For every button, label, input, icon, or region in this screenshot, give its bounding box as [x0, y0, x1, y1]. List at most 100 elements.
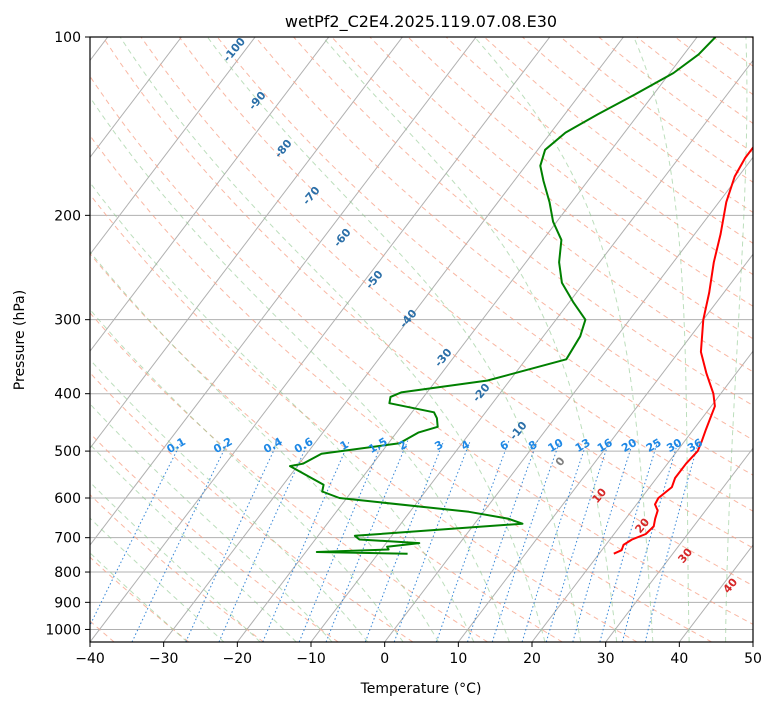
isotherm-line [90, 37, 477, 546]
chart-title: wetPf2_C2E4.2025.119.07.08.E30 [285, 12, 557, 32]
adiabat-label: 40 [720, 575, 740, 595]
adiabat-label: -100 [220, 35, 248, 65]
series-layer [289, 37, 753, 555]
mixing-ratio-line [644, 440, 700, 642]
dry-adiabat-line [560, 37, 753, 183]
adiabat-label: 0 [553, 454, 568, 468]
mixing-ratio-label: 16 [595, 436, 615, 455]
y-tick-label: 400 [54, 387, 81, 403]
moist-adiabat-line [90, 481, 261, 642]
mixing-ratio-line [435, 440, 510, 642]
mixing-ratio-line [599, 440, 659, 642]
y-tick-label: 700 [54, 531, 81, 547]
x-tick-label: −20 [223, 651, 253, 667]
mixing-ratio-line [262, 440, 350, 642]
adiabat-label: -60 [331, 226, 354, 250]
moist-adiabat-line [119, 37, 546, 642]
moist-adiabat-line [322, 37, 618, 642]
mixing-ratio-label: 30 [664, 436, 684, 455]
dry-adiabat-line [90, 432, 339, 642]
dry-adiabat-line [522, 37, 753, 214]
adiabat-label: -70 [300, 184, 323, 208]
x-tick-label: 20 [523, 651, 541, 667]
isotherm-line [163, 37, 624, 642]
isotherm-line [384, 156, 753, 642]
isotherm-line [90, 37, 182, 159]
background-lines [90, 37, 753, 642]
x-axis-label: Temperature (°C) [360, 681, 482, 697]
adiabat-label: 20 [632, 515, 652, 535]
dry-adiabat-line [90, 252, 563, 642]
mixing-ratio-label: 1.5 [366, 435, 389, 456]
dry-adiabat-line [90, 372, 414, 642]
mixing-ratio-label: 0.2 [211, 435, 234, 456]
dry-adiabat-line [90, 494, 264, 642]
isotherm-line [531, 350, 753, 642]
dry-adiabat-line [178, 37, 753, 512]
dry-adiabat-line [140, 37, 753, 549]
mixing-ratio-label: 25 [644, 436, 664, 455]
mixing-ratio-line [298, 440, 384, 642]
mixing-ratio-line [545, 440, 610, 642]
y-tick-label: 1000 [45, 622, 81, 638]
dewpoint-profile-line [289, 37, 717, 555]
y-tick-label: 800 [54, 565, 81, 581]
adiabat-label: 10 [589, 485, 609, 505]
dry-adiabat-line [750, 37, 753, 39]
y-axis-label: Pressure (hPa) [12, 290, 28, 390]
x-axis-ticks: −40 −30 −20 −10 0 10 20 30 40 50 [75, 642, 762, 667]
dry-adiabat-line [712, 37, 753, 67]
x-tick-label: −10 [296, 651, 326, 667]
dry-adiabat-line [636, 37, 753, 125]
moist-adiabat-line [90, 250, 439, 642]
adiabat-label: -50 [363, 268, 386, 292]
moist-adiabat-line [725, 37, 748, 642]
isotherm-line [90, 37, 256, 256]
dry-adiabat-line [90, 312, 488, 642]
moist-adiabat-line [90, 308, 404, 642]
y-tick-label: 200 [54, 208, 81, 224]
adiabat-label: -20 [470, 381, 493, 405]
dry-adiabat-line [90, 556, 190, 642]
temperature-profile-line [613, 145, 753, 555]
mixing-ratio-line [467, 440, 538, 642]
y-tick-label: 600 [54, 491, 81, 507]
adiabat-label: -40 [397, 307, 420, 331]
isotherm-line [90, 37, 403, 449]
mixing-ratio-label: 0.4 [261, 435, 285, 456]
moist-adiabat-line [90, 181, 475, 642]
isotherm-line [90, 37, 551, 642]
dry-adiabat-line [255, 37, 753, 441]
moist-adiabat-line [90, 403, 333, 642]
mixing-ratio-label: 0.6 [292, 435, 316, 456]
adiabat-label: -80 [272, 137, 295, 161]
mixing-ratio-line [521, 440, 588, 642]
moist-adiabat-line [206, 37, 582, 642]
y-tick-label: 300 [54, 313, 81, 329]
dry-adiabat-line [90, 193, 638, 642]
moist-adiabat-line [474, 37, 654, 642]
y-axis-ticks: 100 200 300 400 500 600 700 800 900 1000 [45, 30, 90, 638]
mixing-ratio-line [218, 440, 310, 642]
dry-adiabat-line [90, 75, 753, 625]
adiabat-label: 30 [675, 545, 695, 565]
moist-adiabat-line [90, 358, 369, 642]
mixing-ratio-line [90, 440, 183, 627]
x-tick-label: −30 [149, 651, 179, 667]
dry-adiabat-line [216, 37, 753, 476]
moist-adiabat-line [90, 443, 297, 642]
moist-adiabat-line [633, 37, 690, 642]
y-tick-label: 900 [54, 595, 81, 611]
adiabat-label: -10 [507, 419, 530, 443]
y-tick-label: 100 [54, 30, 81, 46]
dry-adiabat-line [331, 37, 753, 373]
mixing-ratio-line [393, 440, 471, 642]
x-tick-label: 0 [380, 651, 389, 667]
dry-adiabat-line [445, 37, 753, 276]
mixing-ratio-label: 13 [573, 436, 593, 455]
x-tick-label: 30 [597, 651, 615, 667]
mixing-ratio-label: 20 [619, 436, 639, 455]
dry-adiabat-line [407, 37, 753, 307]
dry-adiabat-line [102, 37, 753, 587]
